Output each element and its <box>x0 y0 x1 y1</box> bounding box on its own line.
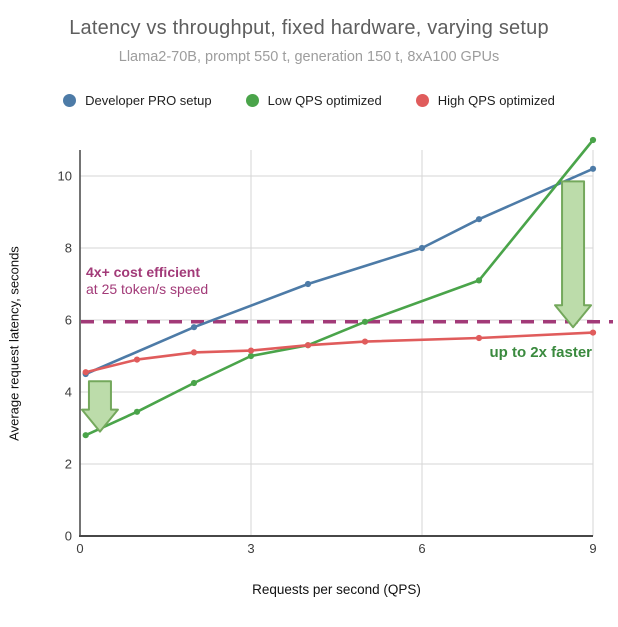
series-point-1 <box>589 136 597 144</box>
series-point-2 <box>82 369 89 376</box>
down-arrow-icon <box>554 180 593 329</box>
y-tick-label: 10 <box>58 169 72 184</box>
annotation-faster: up to 2x faster <box>489 344 592 361</box>
series-point-1 <box>475 277 483 284</box>
chart-subtitle: Llama2-70B, prompt 550 t, generation 150… <box>118 49 500 65</box>
x-tick-label: 9 <box>589 541 596 556</box>
y-tick-label: 4 <box>65 385 72 400</box>
series-point-1 <box>190 379 198 387</box>
series-point-0 <box>304 280 312 288</box>
annotation-cost-efficient-line2: at 25 token/s speed <box>86 281 209 297</box>
x-tick-label: 3 <box>247 541 254 556</box>
plot-area: 0 2 4 6 8 10 0 3 6 9 <box>0 125 618 585</box>
legend-dot-red-icon <box>415 94 429 107</box>
x-tick-label: 0 <box>76 541 83 556</box>
series-point-0 <box>418 244 426 252</box>
series-point-1 <box>361 318 369 325</box>
down-arrow-icon <box>80 380 119 433</box>
series-point-2 <box>247 347 255 354</box>
legend-label: High QPS optimized <box>437 93 555 108</box>
legend-item-low-qps: Low QPS optimized <box>245 93 382 108</box>
annotation-cost-efficient-line1: 4x+ cost efficient <box>86 264 200 280</box>
series-point-2 <box>304 342 312 349</box>
legend-item-developer-pro: Developer PRO setup <box>63 93 212 108</box>
series-point-1 <box>247 352 255 360</box>
y-tick-label: 8 <box>65 241 72 256</box>
series-point-2 <box>190 349 198 356</box>
series-line-1 <box>84 138 595 437</box>
legend-dot-green-icon <box>245 94 259 107</box>
y-tick-label: 6 <box>65 313 72 328</box>
series-point-2 <box>589 329 597 336</box>
legend-label: Developer PRO setup <box>85 93 212 108</box>
series-point-2 <box>133 356 141 363</box>
annotation-cost-efficient: 4x+ cost efficient at 25 token/s speed <box>86 264 208 298</box>
y-tick-label: 0 <box>65 529 72 544</box>
series-line-2 <box>84 331 595 374</box>
legend-item-high-qps: High QPS optimized <box>415 93 555 108</box>
series-point-2 <box>361 338 369 345</box>
chart-plot-svg: 0 2 4 6 8 10 0 3 6 9 <box>58 136 613 556</box>
x-tick-label: 6 <box>418 541 425 556</box>
y-axis-title: Average request latency, seconds <box>6 246 22 441</box>
series-line-0 <box>84 167 595 376</box>
legend-dot-blue-icon <box>63 94 77 107</box>
series-point-0 <box>589 165 597 172</box>
series-point-0 <box>475 216 483 223</box>
series-point-1 <box>82 432 89 439</box>
series-point-2 <box>475 334 483 342</box>
x-axis-title: Requests per second (QPS) <box>252 582 421 597</box>
series-point-1 <box>133 408 141 415</box>
series-point-0 <box>190 324 198 331</box>
legend-label: Low QPS optimized <box>267 93 382 108</box>
chart-title: Latency vs throughput, fixed hardware, v… <box>69 17 549 39</box>
y-tick-label: 2 <box>65 457 72 472</box>
chart-legend: Developer PRO setup Low QPS optimized Hi… <box>0 93 618 108</box>
